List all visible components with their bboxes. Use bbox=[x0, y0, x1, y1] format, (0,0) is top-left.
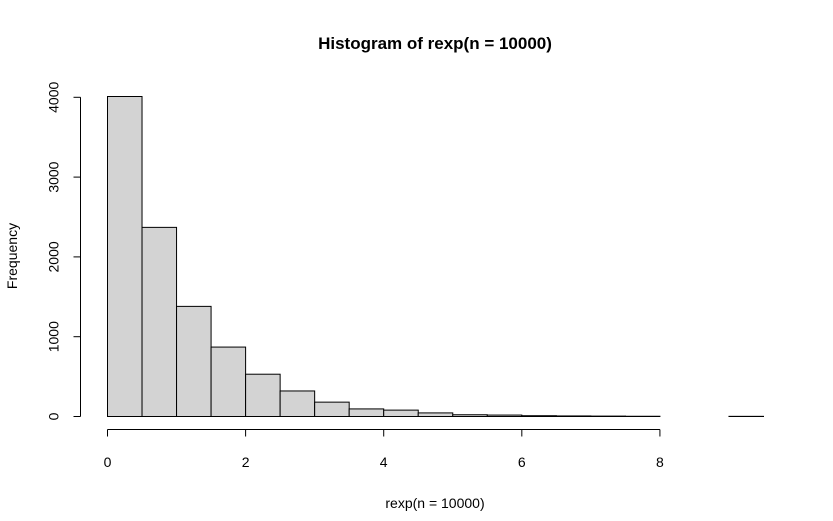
x-tick-label-4: 8 bbox=[656, 454, 664, 470]
x-tick-label-1: 2 bbox=[242, 454, 250, 470]
histogram-bar-6 bbox=[314, 401, 350, 418]
histogram-bar-4 bbox=[245, 373, 281, 418]
bars-group bbox=[107, 96, 765, 418]
histogram-bar-5 bbox=[279, 390, 316, 417]
histogram-bar-7 bbox=[348, 408, 385, 417]
histogram-bar-12 bbox=[521, 415, 557, 418]
histogram-bar-9 bbox=[417, 412, 454, 417]
histogram-bar-1 bbox=[141, 226, 178, 417]
x-tick-label-3: 6 bbox=[518, 454, 526, 470]
y-tick-label-0: 0 bbox=[46, 412, 62, 420]
y-tick-label-3: 3000 bbox=[46, 161, 62, 192]
y-tick-label-2: 2000 bbox=[46, 241, 62, 272]
histogram-bar-11 bbox=[486, 414, 523, 418]
y-tick-label-4: 4000 bbox=[46, 82, 62, 113]
y-axis-label: Frequency bbox=[4, 223, 20, 289]
x-axis-label: rexp(n = 10000) bbox=[385, 495, 484, 511]
x-tick-label-0: 0 bbox=[104, 454, 112, 470]
histogram-bar-13 bbox=[555, 415, 592, 418]
x-axis: 0 2 4 6 8 bbox=[104, 429, 664, 470]
histogram-bar-10 bbox=[452, 414, 488, 417]
x-tick-label-2: 4 bbox=[380, 454, 388, 470]
chart-title: Histogram of rexp(n = 10000) bbox=[318, 34, 552, 53]
y-tick-label-1: 1000 bbox=[46, 321, 62, 352]
histogram-bar-0 bbox=[107, 96, 143, 417]
histogram-bar-8 bbox=[383, 409, 419, 418]
histogram-bar-3 bbox=[210, 346, 247, 418]
y-axis: 0 1000 2000 3000 4000 bbox=[46, 82, 81, 420]
histogram-bar-2 bbox=[176, 305, 212, 417]
